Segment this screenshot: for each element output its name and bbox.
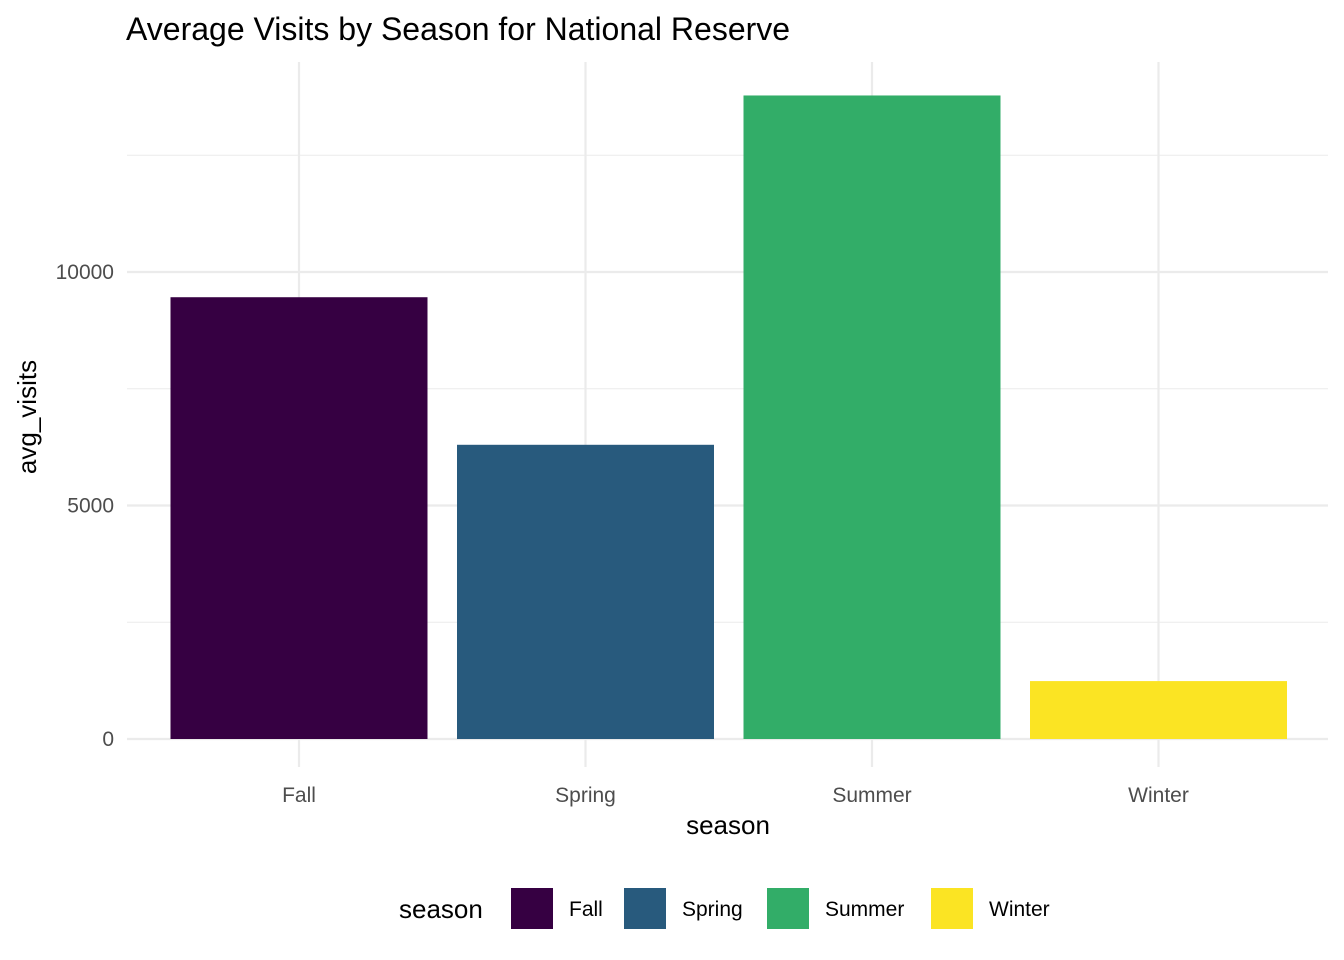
bar-fall xyxy=(170,297,428,739)
legend-key-winter xyxy=(931,888,973,929)
bar-summer xyxy=(743,95,1001,739)
x-tick-label: Winter xyxy=(1128,784,1189,807)
x-axis-label: season xyxy=(686,810,770,840)
y-tick-label: 5000 xyxy=(67,495,114,518)
x-tick-label: Fall xyxy=(282,784,316,807)
legend-items: Fall Spring Summer Winter xyxy=(511,888,1050,929)
legend-title: season xyxy=(399,894,483,924)
bars xyxy=(170,95,1287,739)
legend-key-summer xyxy=(767,888,809,929)
y-tick-label: 10000 xyxy=(56,261,114,284)
legend-label-fall: Fall xyxy=(569,898,603,921)
y-axis-ticks: 0 5000 10000 xyxy=(56,261,114,751)
chart-title: Average Visits by Season for National Re… xyxy=(126,11,790,47)
legend-key-fall xyxy=(511,888,553,929)
legend: season Fall Spring Summer Winter xyxy=(399,888,1050,929)
y-tick-label: 0 xyxy=(102,728,114,751)
y-axis-label: avg_visits xyxy=(12,360,42,474)
x-tick-label: Summer xyxy=(832,784,911,807)
legend-key-spring xyxy=(624,888,666,929)
bar-spring xyxy=(457,444,714,739)
x-axis-ticks: Fall Spring Summer Winter xyxy=(282,784,1189,807)
legend-label-summer: Summer xyxy=(825,898,904,921)
bar-winter xyxy=(1030,681,1287,739)
legend-label-winter: Winter xyxy=(989,898,1050,921)
x-tick-label: Spring xyxy=(555,784,616,807)
legend-label-spring: Spring xyxy=(682,898,743,921)
